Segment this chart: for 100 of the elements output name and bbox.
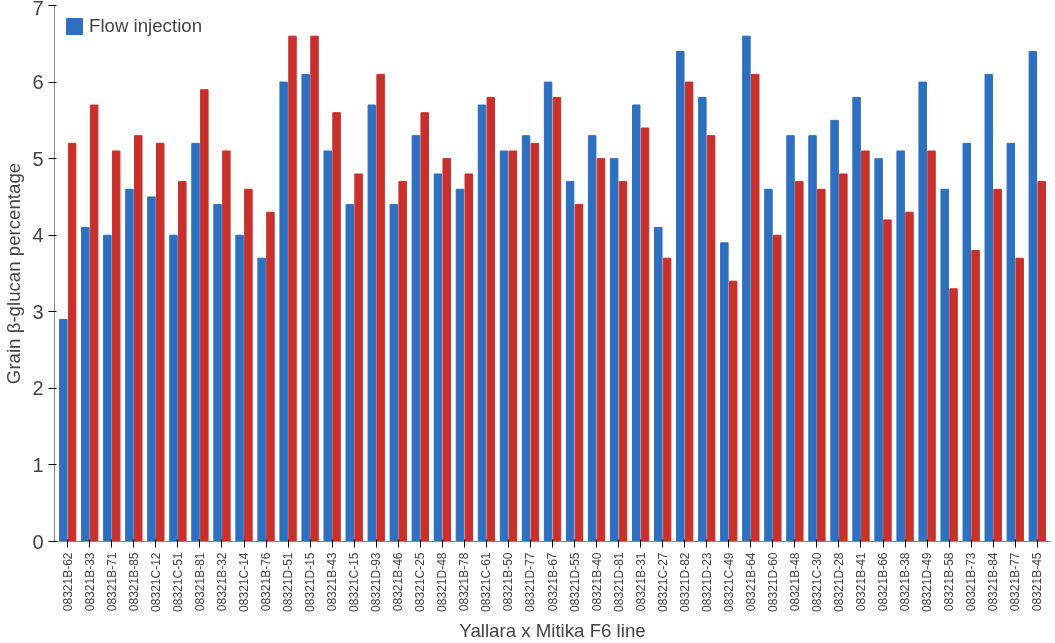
- x-tick-label: 08321D-55: [567, 552, 582, 612]
- bar: [530, 142, 540, 542]
- bar: [266, 211, 275, 542]
- bar: [742, 35, 751, 542]
- y-tick-label: 6: [32, 71, 44, 94]
- bar: [508, 150, 518, 542]
- x-tick-label: 08321C-27: [655, 552, 670, 612]
- bar: [654, 227, 663, 542]
- x-tick-label: 08321D-28: [831, 552, 846, 612]
- bar: [852, 96, 861, 542]
- x-tick-label: 08321B-43: [325, 552, 340, 612]
- y-axis-title: Grain β-glucan percentage: [3, 162, 25, 385]
- bar: [896, 150, 905, 542]
- bar: [676, 50, 685, 542]
- y-tick-label: 7: [32, 0, 44, 19]
- x-tick-label: 08321B-48: [787, 552, 802, 612]
- bar: [103, 234, 112, 542]
- bar: [786, 135, 795, 542]
- bar: [984, 73, 994, 542]
- x-tick-label: 08321B-31: [633, 552, 648, 612]
- legend-label: Flow injection: [89, 15, 203, 37]
- bar: [706, 135, 716, 542]
- bar: [323, 150, 332, 542]
- bar: [1028, 50, 1038, 542]
- bar: [861, 150, 870, 542]
- bar: [905, 211, 914, 542]
- x-tick-label: 08321B-77: [1008, 552, 1023, 612]
- bar: [1015, 257, 1024, 542]
- x-tick-label: 08321D-48: [435, 552, 450, 612]
- bar: [1037, 181, 1046, 542]
- x-tick-label: 08321C-25: [413, 552, 428, 612]
- bar: [565, 181, 575, 542]
- x-tick-label: 08321B-58: [942, 552, 957, 612]
- bar: [455, 188, 465, 542]
- bar: [89, 104, 99, 542]
- bar: [59, 318, 68, 542]
- bar: [486, 96, 496, 542]
- bar: [596, 158, 606, 542]
- x-tick-label: 08321D-15: [303, 552, 318, 612]
- bar: [376, 73, 385, 542]
- y-tick-label: 0: [32, 530, 44, 553]
- x-tick-label: 08321C-12: [148, 552, 163, 612]
- bar: [698, 96, 707, 542]
- x-tick-label: 08321D-82: [677, 552, 692, 612]
- bar: [993, 188, 1002, 542]
- bar: [962, 142, 972, 542]
- x-tick-label: 08321D-60: [765, 552, 780, 612]
- x-tick-label: 08321C-61: [479, 552, 494, 612]
- bar: [795, 181, 804, 542]
- bar: [728, 280, 738, 542]
- y-tick-label: 3: [32, 300, 44, 323]
- bar: [808, 135, 817, 542]
- x-tick-label: 08321B-81: [192, 552, 207, 612]
- x-tick-label: 08321C-30: [809, 552, 824, 612]
- bar: [213, 204, 222, 542]
- bar: [1006, 142, 1016, 542]
- bar: [125, 188, 134, 542]
- bar: [389, 204, 399, 542]
- x-tick-label: 08321C-14: [237, 552, 251, 612]
- x-tick-label: 08321C-49: [721, 552, 736, 612]
- bar: [830, 119, 839, 542]
- bar: [81, 227, 90, 542]
- x-tick-label: 08321D-51: [281, 552, 296, 612]
- bar: [288, 35, 297, 542]
- bar: [354, 173, 363, 542]
- x-tick-label: 08321D-49: [920, 552, 935, 612]
- x-tick-label: 08321D-77: [523, 552, 538, 612]
- bar: [147, 196, 156, 542]
- bar: [764, 188, 773, 542]
- bar: [420, 112, 429, 542]
- bar: [477, 104, 487, 542]
- bar: [574, 204, 584, 542]
- x-tick-label: 08321D-23: [699, 552, 714, 612]
- bar: [235, 234, 244, 542]
- x-tick-label: 08321B-67: [545, 552, 560, 612]
- bar: [367, 104, 377, 542]
- y-tick-label: 5: [32, 147, 44, 170]
- x-tick-label: 08321B-45: [1030, 552, 1045, 612]
- x-tick-label: 08321B-71: [104, 552, 119, 612]
- bar: [257, 257, 266, 542]
- bar: [927, 150, 936, 542]
- x-tick-label: 08321B-64: [743, 552, 758, 612]
- x-axis-title: Yallara x Mitika F6 line: [459, 619, 646, 641]
- x-tick-label: 08321D-93: [369, 552, 384, 612]
- x-tick-label: 08321B-78: [457, 552, 472, 612]
- x-tick-label: 08321B-38: [898, 552, 913, 612]
- bar: [433, 173, 443, 542]
- y-tick-label: 1: [32, 453, 44, 476]
- bar: [279, 81, 288, 542]
- bar: [949, 288, 958, 542]
- bar: [411, 135, 421, 542]
- bar: [773, 234, 782, 542]
- x-tick-label: 08321B-85: [126, 552, 141, 612]
- bar: [640, 127, 650, 542]
- bar: [631, 104, 641, 542]
- x-tick-label: 08321B-40: [589, 552, 604, 612]
- bar: [67, 142, 77, 542]
- bar: [971, 250, 980, 542]
- x-tick-label: 08321B-62: [60, 552, 75, 612]
- bar: [301, 73, 310, 542]
